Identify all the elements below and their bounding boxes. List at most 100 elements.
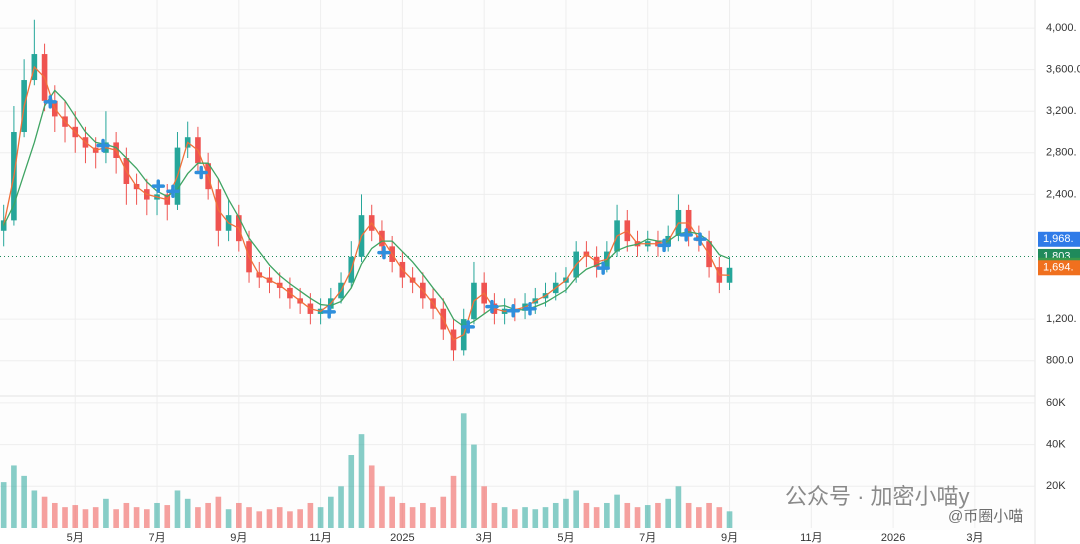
volume-bar	[287, 511, 293, 528]
volume-bar	[0, 482, 7, 528]
x-tick-label: 2025	[390, 532, 414, 544]
price-tag	[1038, 231, 1080, 247]
volume-bar	[113, 509, 119, 528]
axes: 5月 7月 9月 11月 2025 3月 5月 7月 9月 11月 2026 3月 4,000. 3,60…	[67, 22, 1080, 544]
average-line	[3, 65, 730, 341]
y-tick-label: 2,800.	[1046, 147, 1077, 159]
y2-tick-label: 40K	[1046, 438, 1066, 450]
volume-bar	[41, 496, 48, 528]
price-pane	[0, 19, 733, 361]
volume-bar	[31, 490, 38, 528]
volume-bar	[563, 498, 569, 528]
volume-bar	[409, 507, 416, 528]
volume-bar	[51, 502, 58, 528]
watermark: @币圈小喵	[948, 508, 1023, 525]
volume-bar	[399, 502, 406, 528]
volume-bar	[133, 507, 140, 528]
volume-bar	[471, 444, 477, 528]
volume-bar	[348, 455, 355, 528]
price-tag	[1038, 260, 1080, 276]
signal-marker	[461, 320, 475, 334]
volume-bar	[92, 507, 99, 528]
signal-marker	[679, 228, 693, 242]
x-tick-label: 11月	[309, 532, 331, 544]
x-tick-label: 3月	[966, 532, 983, 544]
volume-bar	[164, 505, 171, 528]
volume-bar	[501, 507, 508, 528]
x-tick-label: 7月	[148, 532, 165, 544]
volume-bar	[246, 507, 252, 528]
volume-bar	[675, 486, 682, 528]
volume-bar	[552, 502, 559, 528]
y2-tick-label: 60K	[1046, 397, 1066, 409]
watermark: 公众号 · 加密小喵y	[785, 484, 970, 509]
volume-bar	[123, 502, 130, 528]
y-tick-label: 4,000.	[1046, 22, 1077, 34]
volume-bar	[614, 494, 620, 528]
volume-bar	[236, 502, 242, 528]
volume-bar	[276, 507, 283, 528]
volume-bar	[143, 509, 150, 528]
volume-bar	[685, 502, 692, 528]
signal-marker	[657, 238, 671, 253]
volume-bar	[726, 511, 733, 528]
volume-bar	[665, 498, 672, 528]
y-tick-label: 800.0	[1046, 355, 1074, 367]
volume-bar	[256, 511, 263, 528]
x-tick-label: 9月	[230, 532, 247, 544]
volume-bar	[195, 507, 201, 528]
volume-bar	[696, 507, 702, 528]
volume-bar	[21, 475, 27, 528]
signal-marker	[96, 138, 110, 153]
volume-bar	[379, 486, 385, 528]
volume-bar	[706, 502, 712, 528]
volume-bar	[604, 502, 610, 528]
volume-bar	[62, 507, 68, 528]
volume-bar	[512, 509, 518, 528]
signal-marker	[506, 304, 520, 318]
volume-bar	[103, 498, 109, 528]
plot-background	[0, 0, 1035, 530]
volume-bar	[328, 496, 334, 528]
volume-bar	[389, 496, 395, 528]
signal-marker	[322, 305, 336, 319]
volume-bar	[174, 490, 181, 528]
signal-marker	[166, 184, 180, 199]
volume-bar	[338, 486, 344, 528]
volume-bar	[184, 498, 191, 528]
volume-bar	[215, 496, 222, 528]
volume-bar	[307, 502, 314, 528]
price-tag-label: 1,968.	[1043, 233, 1074, 245]
volume-bar	[368, 465, 375, 528]
x-tick-label: 5月	[67, 532, 84, 544]
volume-bar	[716, 507, 723, 528]
x-tick-label: 7月	[639, 532, 656, 544]
volume-bar	[624, 502, 631, 528]
volume-bar	[532, 509, 539, 528]
volume-bar	[460, 413, 467, 528]
volume-bar	[82, 509, 89, 528]
volume-bar	[154, 502, 160, 528]
x-tick-label: 3月	[476, 532, 493, 544]
volume-bar	[205, 502, 211, 528]
y2-tick-label: 20K	[1046, 480, 1066, 492]
volume-bar	[542, 507, 549, 528]
volume-bar	[593, 507, 600, 528]
volume-bar	[583, 502, 590, 528]
volume-bar	[440, 496, 447, 528]
volume-bar	[420, 502, 426, 528]
grid	[0, 0, 1035, 528]
price-tag-label: 1,694.	[1043, 262, 1074, 274]
volume-bar	[225, 509, 232, 528]
x-tick-label: 11月	[800, 532, 822, 544]
volume-bar	[317, 507, 324, 528]
average-line	[3, 89, 730, 328]
volume-bar	[450, 475, 457, 528]
volume-bar	[266, 509, 273, 528]
volume-bar	[430, 507, 436, 528]
volume-bar	[297, 509, 303, 528]
volume-bar	[72, 505, 79, 528]
y-tick-label: 1,200.	[1046, 313, 1077, 325]
volume-bar	[634, 507, 641, 528]
volume-bar	[491, 502, 498, 528]
